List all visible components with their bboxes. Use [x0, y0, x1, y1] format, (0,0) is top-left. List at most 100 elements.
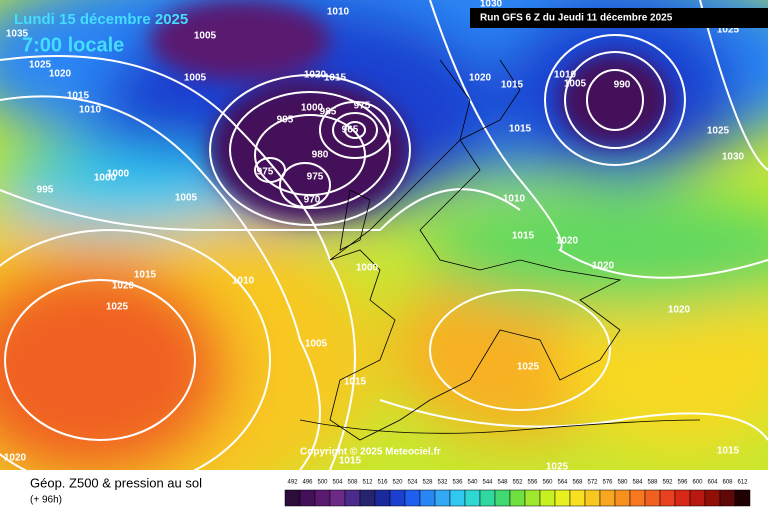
legend-swatch: [659, 489, 676, 507]
run-banner: [470, 8, 768, 28]
isobar-label: 995: [277, 115, 294, 126]
isobar-label: 1015: [501, 80, 524, 91]
legend-swatch: [644, 489, 661, 507]
legend-swatch: [284, 489, 301, 507]
isobar-label: 1010: [232, 276, 255, 287]
legend-swatch: [449, 489, 466, 507]
isobars: [0, 0, 768, 470]
footer-title: Géop. Z500 & pression au sol: [30, 475, 202, 490]
legend-label: 556: [527, 480, 538, 486]
isobar-label: 1025: [517, 362, 540, 373]
legend-swatch: [674, 489, 691, 507]
isobar-label: 975: [307, 172, 324, 183]
legend-label: 564: [557, 480, 568, 486]
legend-label: 592: [662, 480, 673, 486]
isobar-label: 1020: [556, 236, 579, 247]
legend-label: 532: [437, 480, 448, 486]
copyright: Copyright © 2025 Meteociel.fr: [300, 447, 441, 458]
isobar-label: 1025: [29, 60, 52, 71]
isobar-label: 985: [320, 107, 337, 118]
legend-label: 524: [407, 480, 418, 486]
forecast-lead: (+ 96h): [30, 495, 62, 506]
legend-swatch: [539, 489, 556, 507]
legend-swatch: [719, 489, 736, 507]
legend-label: 500: [317, 480, 328, 486]
legend-label: 520: [392, 480, 403, 486]
isobar-label: 980: [312, 150, 329, 161]
isobar-label: 1030: [480, 0, 503, 10]
legend-label: 552: [512, 480, 523, 486]
isobar-label: 1020: [49, 69, 72, 80]
legend-label: 512: [362, 480, 373, 486]
legend-swatch: [584, 489, 601, 507]
legend-swatch: [599, 489, 616, 507]
isobar-label: 995: [37, 185, 54, 196]
isobar-label: 990: [614, 80, 631, 91]
isobar-label: 1005: [194, 31, 217, 42]
legend-swatch: [629, 489, 646, 507]
isobar-label: 1005: [184, 73, 207, 84]
legend-swatch: [464, 489, 481, 507]
legend-swatch: [554, 489, 571, 507]
legend-swatch: [419, 489, 436, 507]
legend-label: 560: [542, 480, 553, 486]
isobar-label: 1005: [175, 193, 198, 204]
legend-swatch: [524, 489, 541, 507]
isobar-label: 1010: [327, 7, 350, 18]
legend-label: 608: [722, 480, 733, 486]
isobar-label: 965: [342, 125, 359, 136]
forecast-time: 7:00 locale: [22, 34, 124, 56]
legend-label: 492: [287, 480, 298, 486]
legend-swatch: [734, 489, 751, 507]
isobar-label: 1020: [112, 281, 135, 292]
isobar-label: 1005: [305, 339, 328, 350]
color-legend: 492 496 500 504 508 512 516 520 524 528 532 536 540 5…: [284, 480, 751, 507]
legend-label: 596: [677, 480, 688, 486]
legend-label: 568: [572, 480, 583, 486]
legend-label: 504: [332, 480, 343, 486]
legend-label: 580: [617, 480, 628, 486]
legend-swatch: [404, 489, 421, 507]
legend-swatch: [494, 489, 511, 507]
legend-swatch: [299, 489, 316, 507]
isobar-label: 1020: [469, 73, 492, 84]
legend-label: 496: [302, 480, 313, 486]
isobar-label: 1020: [592, 261, 615, 272]
isobar-label: 975: [354, 101, 371, 112]
isobar-label: 970: [304, 195, 321, 206]
legend-label: 604: [707, 480, 718, 486]
legend-label: 612: [737, 480, 748, 486]
isobar-label: 1010: [79, 105, 102, 116]
isobar-label: 1015: [344, 377, 367, 388]
legend-swatch: [434, 489, 451, 507]
isobar-label: 1000: [94, 173, 117, 184]
isobar-label: 1015: [67, 91, 90, 102]
isobar-label: 1035: [6, 29, 29, 40]
isobar-label: 1005: [564, 79, 587, 90]
isobar-label: 1030: [722, 152, 745, 163]
isobar-label: 1000: [356, 263, 379, 274]
legend-label: 548: [497, 480, 508, 486]
isobar-label: 1025: [717, 25, 740, 36]
isobar-label: 1015: [512, 231, 535, 242]
forecast-date: Lundi 15 décembre 2025: [14, 11, 188, 28]
legend-swatch: [389, 489, 406, 507]
legend-label: 544: [482, 480, 493, 486]
legend-label: 584: [632, 480, 643, 486]
legend-label: 576: [602, 480, 613, 486]
isobar-label: 1020: [668, 305, 691, 316]
isobar-label: 1015: [509, 124, 532, 135]
legend-label: 528: [422, 480, 433, 486]
isobar-label: 1010: [554, 70, 577, 81]
isobar-label: 1020: [304, 70, 327, 81]
legend-swatch: [479, 489, 496, 507]
legend-label: 588: [647, 480, 658, 486]
isobar-label: 1015: [134, 270, 157, 281]
legend-swatch: [614, 489, 631, 507]
legend-label: 540: [467, 480, 478, 486]
legend-label: 572: [587, 480, 598, 486]
legend-label: 508: [347, 480, 358, 486]
